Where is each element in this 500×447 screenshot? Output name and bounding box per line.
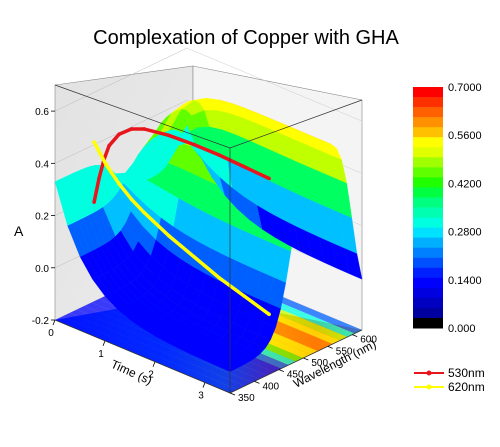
series-point bbox=[129, 197, 134, 202]
series-point bbox=[117, 182, 121, 186]
y-tick-label: 550 bbox=[336, 346, 353, 357]
colorbar-band bbox=[413, 247, 443, 259]
y-axis-ticks: 350 400 450 500 550 600 bbox=[229, 334, 377, 404]
colorbar-band bbox=[413, 237, 443, 249]
box-edge-top bbox=[54, 84, 363, 149]
z-axis-ticks: -0.2 0.0 0.2 0.4 0.6 bbox=[32, 107, 55, 327]
colorbar-band bbox=[413, 277, 443, 289]
y-tick-mark bbox=[327, 345, 333, 349]
colorbar-band bbox=[413, 187, 443, 198]
x-tick-label: 2 bbox=[148, 370, 154, 381]
series-point bbox=[92, 200, 96, 204]
colorbar-tick-label: 0.1400 bbox=[448, 275, 482, 287]
series-point bbox=[267, 176, 271, 181]
grid-line bbox=[54, 47, 188, 112]
colorbar-band bbox=[413, 147, 443, 158]
colorbar-band bbox=[413, 87, 443, 98]
colorbar-tick-label: 0.4200 bbox=[448, 178, 482, 190]
series-point bbox=[192, 142, 196, 147]
y-tick-mark bbox=[254, 380, 260, 384]
y-tick-label: 600 bbox=[360, 335, 377, 346]
colorbar-tick-label: 0.000 bbox=[448, 323, 476, 335]
floor-band bbox=[69, 309, 253, 386]
colorbar-band bbox=[413, 177, 443, 188]
colorbar-tick-label: 0.5600 bbox=[448, 130, 482, 142]
colorbar-band bbox=[413, 197, 443, 208]
colorbar-tick-label: 0.7000 bbox=[448, 82, 482, 94]
colorbar-band bbox=[413, 217, 443, 229]
series-point bbox=[142, 210, 146, 215]
colorbar-band bbox=[413, 137, 443, 148]
colorbar bbox=[413, 87, 443, 329]
x-tick-label: 0 bbox=[48, 328, 54, 339]
series-point bbox=[107, 143, 111, 148]
series-point bbox=[267, 312, 271, 317]
z-tick-label: 0.6 bbox=[35, 107, 49, 118]
colorbar-band bbox=[413, 157, 443, 168]
series-point bbox=[104, 163, 109, 168]
z-tick-label: -0.2 bbox=[32, 316, 50, 327]
z-tick-label: 0.0 bbox=[35, 264, 49, 275]
x-axis-ticks: 0 1 2 3 bbox=[48, 319, 206, 402]
grid-line bbox=[186, 47, 363, 122]
series-point bbox=[117, 132, 121, 137]
colorbar-band bbox=[413, 297, 443, 309]
series-point bbox=[217, 153, 221, 157]
y-tick-mark bbox=[352, 334, 358, 338]
chart-title: Complexation of Copper with GHA bbox=[93, 27, 399, 49]
legend-label-530nm: 530nm bbox=[448, 366, 485, 380]
colorbar-band bbox=[413, 107, 443, 118]
series-point bbox=[92, 140, 96, 144]
colorbar-band bbox=[413, 267, 443, 279]
colorbar-band bbox=[413, 257, 443, 269]
y-tick-label: 500 bbox=[311, 358, 328, 369]
series-point bbox=[97, 176, 101, 180]
absorbance-surface bbox=[54, 98, 363, 372]
colorbar-band bbox=[413, 167, 443, 178]
x-tick-label: 3 bbox=[198, 391, 204, 402]
colorbar-tick-label: 0.2800 bbox=[448, 227, 482, 239]
series-point bbox=[142, 127, 146, 131]
series-line-620nm bbox=[92, 141, 271, 316]
x-tick-mark bbox=[52, 319, 56, 326]
colorbar-band bbox=[413, 307, 443, 319]
colorbar-ticks: 0.000 0.1400 0.2800 0.4200 0.5600 0.7000 bbox=[448, 82, 482, 335]
series-point bbox=[129, 127, 134, 131]
x-tick-mark bbox=[202, 382, 206, 388]
x-tick-label: 1 bbox=[98, 349, 104, 360]
z-tick-label: 0.2 bbox=[35, 212, 49, 223]
x-axis-label: Time (s) bbox=[109, 357, 154, 388]
colorbar-band bbox=[413, 317, 443, 329]
legend-label-620nm: 620nm bbox=[448, 380, 485, 394]
y-tick-mark bbox=[229, 392, 236, 396]
y-tick-label: 350 bbox=[238, 393, 255, 404]
colorbar-band bbox=[413, 207, 443, 219]
series-point bbox=[192, 255, 196, 259]
floor-band bbox=[62, 313, 245, 390]
y-tick-label: 450 bbox=[287, 370, 304, 381]
colorbar-band bbox=[413, 287, 443, 299]
legend: 530nm 620nm bbox=[414, 366, 485, 394]
series-point bbox=[167, 234, 171, 238]
legend-marker-530nm bbox=[426, 370, 432, 376]
series-point bbox=[242, 164, 246, 169]
y-tick-mark bbox=[278, 369, 285, 373]
colorbar-band bbox=[413, 117, 443, 128]
series-point bbox=[217, 275, 221, 280]
y-tick-mark bbox=[303, 357, 309, 361]
z-axis-label: A bbox=[14, 223, 24, 239]
y-tick-label: 400 bbox=[262, 381, 279, 392]
series-point bbox=[167, 133, 171, 138]
colorbar-band bbox=[413, 227, 443, 239]
floor-band bbox=[55, 316, 238, 393]
x-tick-mark bbox=[152, 361, 156, 367]
series-points-620nm bbox=[92, 140, 271, 317]
colorbar-band bbox=[413, 127, 443, 138]
legend-marker-620nm bbox=[426, 384, 432, 390]
z-tick-label: 0.4 bbox=[35, 159, 49, 170]
x-tick-mark bbox=[102, 340, 106, 347]
series-point bbox=[242, 294, 246, 298]
colorbar-band bbox=[413, 97, 443, 108]
